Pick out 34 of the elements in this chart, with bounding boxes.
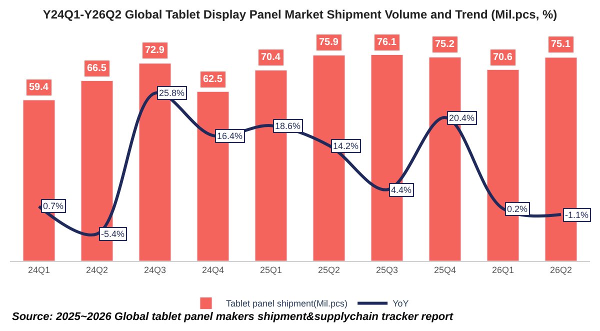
x-tick-label: 25Q2 [318,264,340,275]
data-label: 62.5 [203,74,223,85]
x-tick-label: 24Q2 [86,264,108,275]
x-tick-label: 25Q1 [260,264,282,275]
data-label: 16.4% [217,131,243,141]
source-note: Source: 2025~2026 Global tablet panel makers shipment&supplychain tracker report [12,311,454,323]
data-label: 18.6% [275,121,301,131]
x-tick-label: 24Q4 [202,264,224,275]
data-label: 66.5 [87,63,107,74]
data-label: 76.1 [377,37,397,48]
data-label: 75.9 [319,37,339,48]
legend-label: Tablet panel shipment(Mil.pcs) [226,298,348,309]
x-tick-label: 24Q3 [144,264,166,275]
data-label: 72.9 [145,45,165,56]
data-label: 20.4% [449,113,475,123]
data-label: -1.1% [565,210,589,220]
x-tick-label: 24Q1 [28,264,50,275]
data-label: 0.2% [507,204,528,214]
data-label: 70.6 [493,52,513,63]
data-label: 59.4 [29,82,49,93]
data-label: 14.2% [333,141,359,151]
x-tick-label: 25Q4 [434,264,456,275]
x-tick-label: 26Q1 [492,264,514,275]
data-label: 75.2 [435,39,455,50]
data-label: 0.7% [43,201,64,211]
legend-label: YoY [392,298,409,309]
x-tick-label: 26Q2 [550,264,572,275]
data-label: 25.8% [159,88,185,98]
data-label: 75.1 [551,39,571,50]
data-label: 70.4 [261,52,281,63]
data-label: 4.4% [391,185,412,195]
data-label: -5.4% [101,229,125,239]
x-tick-label: 25Q3 [376,264,398,275]
chart-title: Y24Q1-Y26Q2 Global Tablet Display Panel Market Shipment Volume and Trend (Mil.pcs, %) [42,7,558,22]
